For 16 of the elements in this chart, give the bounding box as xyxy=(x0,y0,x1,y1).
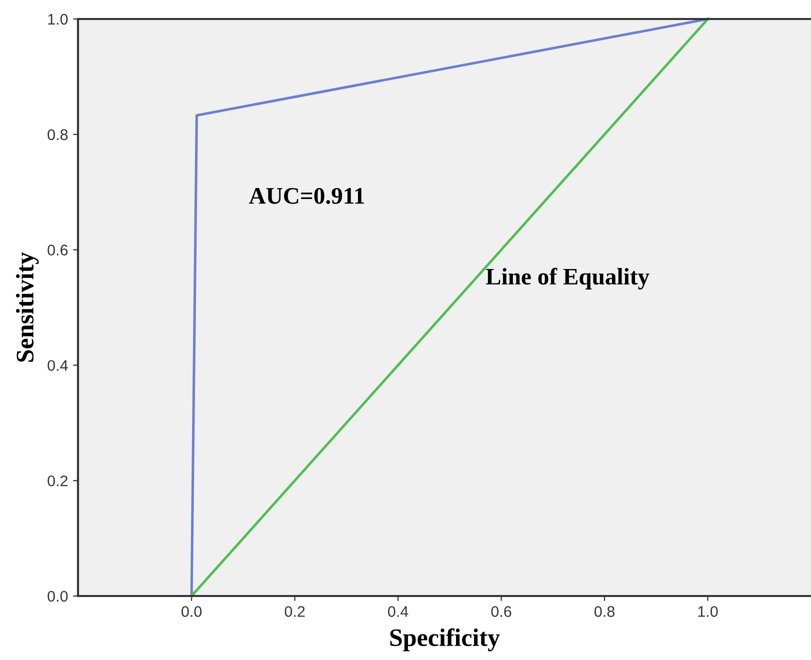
x-tick-label: 0.2 xyxy=(284,606,305,617)
annotation: AUC=0.911 xyxy=(249,188,364,204)
x-tick-label: 0.4 xyxy=(388,606,408,617)
x-tick-label: 0.8 xyxy=(594,606,614,617)
annotation: Line of Equality xyxy=(486,268,650,290)
y-tick-label: 0.0 xyxy=(48,590,68,602)
y-axis-title: Sensitivity xyxy=(16,252,39,362)
x-axis-title: Specificity xyxy=(390,628,500,652)
y-tick-label: 0.8 xyxy=(48,129,68,140)
y-tick-label: 0.4 xyxy=(48,360,68,371)
x-tick-label: 1.0 xyxy=(698,606,718,617)
y-tick-label: 0.6 xyxy=(48,244,68,256)
y-tick-label: 1.0 xyxy=(48,14,68,25)
y-tick-label: 0.2 xyxy=(48,475,68,486)
x-tick-label: 0.0 xyxy=(182,606,202,617)
x-tick-label: 0.6 xyxy=(491,606,512,617)
